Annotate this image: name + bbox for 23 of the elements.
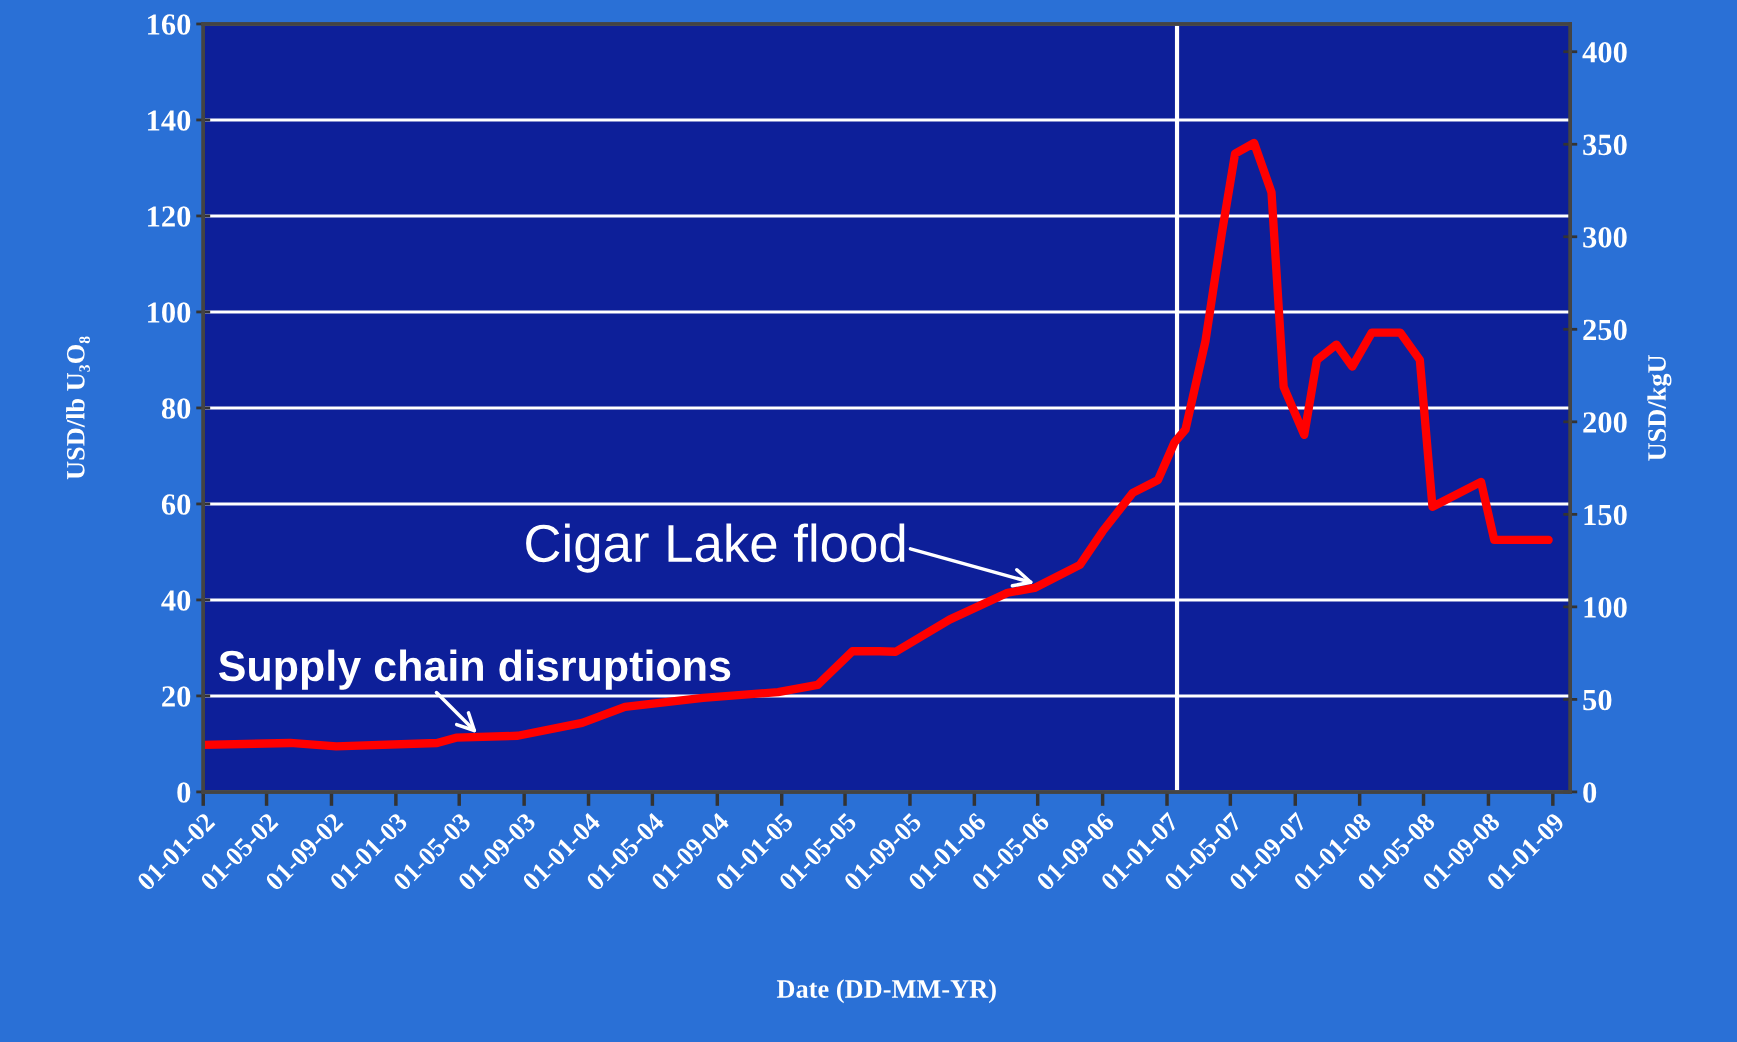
y-tick-label: 120 [148, 206, 191, 227]
y2-tick-label: 50 [1583, 689, 1612, 711]
y2-tick-label: 100 [1584, 597, 1627, 618]
y-tick-label: 140 [148, 110, 191, 131]
y-tick-label: 20 [162, 686, 191, 707]
y2-axis-title: USD/kgU [1647, 355, 1672, 461]
annotation: Cigar Lake flood [526, 523, 905, 573]
y-axis-title: USD/lb U₃O₈ [66, 336, 90, 480]
y-tick-label: 60 [161, 494, 191, 515]
y2-tick-label: 200 [1583, 412, 1627, 433]
y-tick-label: 160 [148, 14, 191, 35]
y2-tick-label: 350 [1583, 134, 1627, 156]
y2-tick-label: 150 [1584, 504, 1627, 526]
y2-tick-label: 0 [1583, 782, 1597, 803]
y2-tick-label: 300 [1583, 227, 1627, 248]
y-tick-label: 40 [161, 590, 191, 611]
y-tick-label: 80 [161, 398, 191, 419]
y-tick-label: 100 [148, 302, 191, 323]
y2-tick-label: 250 [1583, 319, 1627, 341]
annotation: Supply chain disruptions [218, 649, 731, 690]
y2-tick-label: 400 [1582, 42, 1627, 63]
x-axis-title: Date (DD-MM-YR) [776, 979, 996, 1004]
y-tick-label: 0 [177, 782, 191, 803]
